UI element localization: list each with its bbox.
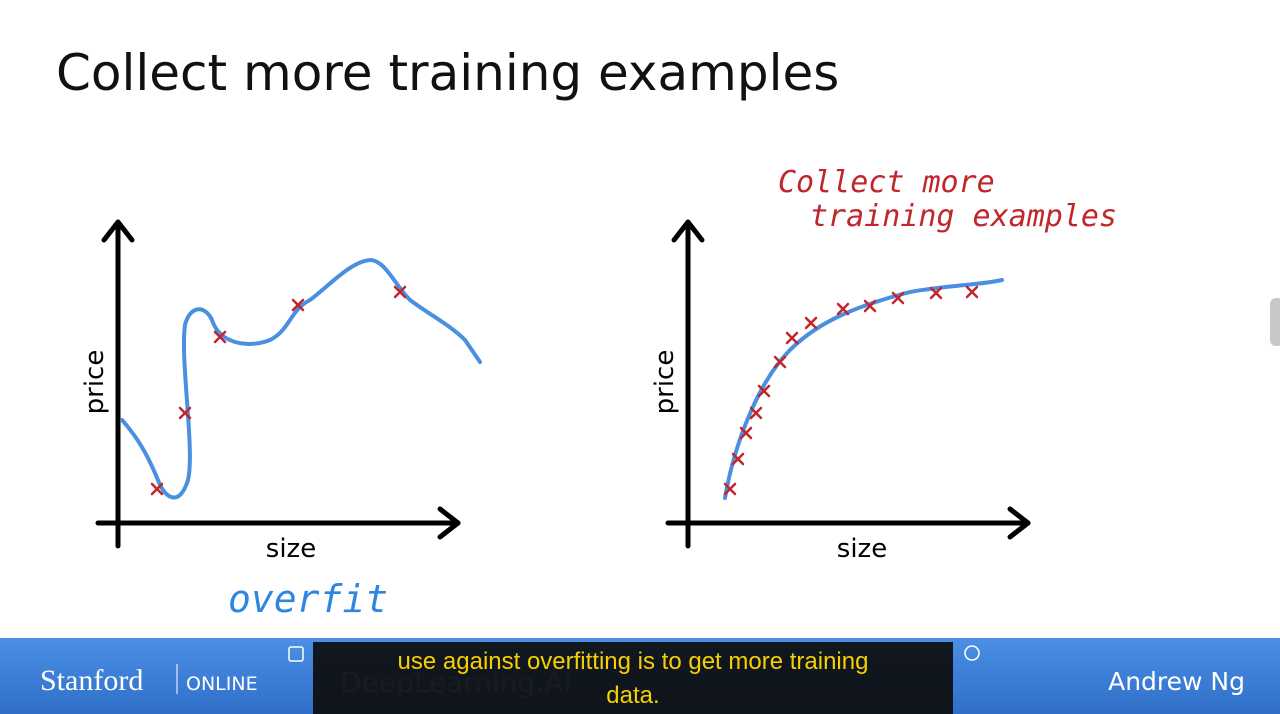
y-arrow [101,219,135,243]
expand-button[interactable] [288,646,304,662]
zoom-button[interactable] [964,645,980,661]
annotation: training examples [810,199,1117,234]
caption-line: use against overfitting is to get more t… [398,648,869,675]
right-plot: price size Collect more training example… [650,165,1117,564]
x-arrow [437,506,461,540]
x-arrow [1007,506,1031,540]
data-points [150,285,407,496]
left-plot: price size overfit [80,219,482,621]
y-axis-label: price [650,350,680,415]
brand: Stanford [40,664,143,697]
annotation: overfit [228,577,388,621]
y-axis-label: price [80,350,110,415]
y-arrow [671,219,705,243]
data-points [723,285,979,496]
slide-title: Collect more training examples [56,44,839,102]
presenter: Andrew Ng [1108,667,1245,696]
annotation: Collect more [778,165,995,200]
fit-curve [723,278,1004,500]
caption-box [313,642,953,714]
x-axis-label: size [266,534,316,564]
x-axis-label: size [837,534,887,564]
brand-suffix: ONLINE [186,673,258,695]
side-handle[interactable] [1270,298,1280,346]
caption-line: data. [606,682,659,709]
fit-curve [120,258,482,500]
